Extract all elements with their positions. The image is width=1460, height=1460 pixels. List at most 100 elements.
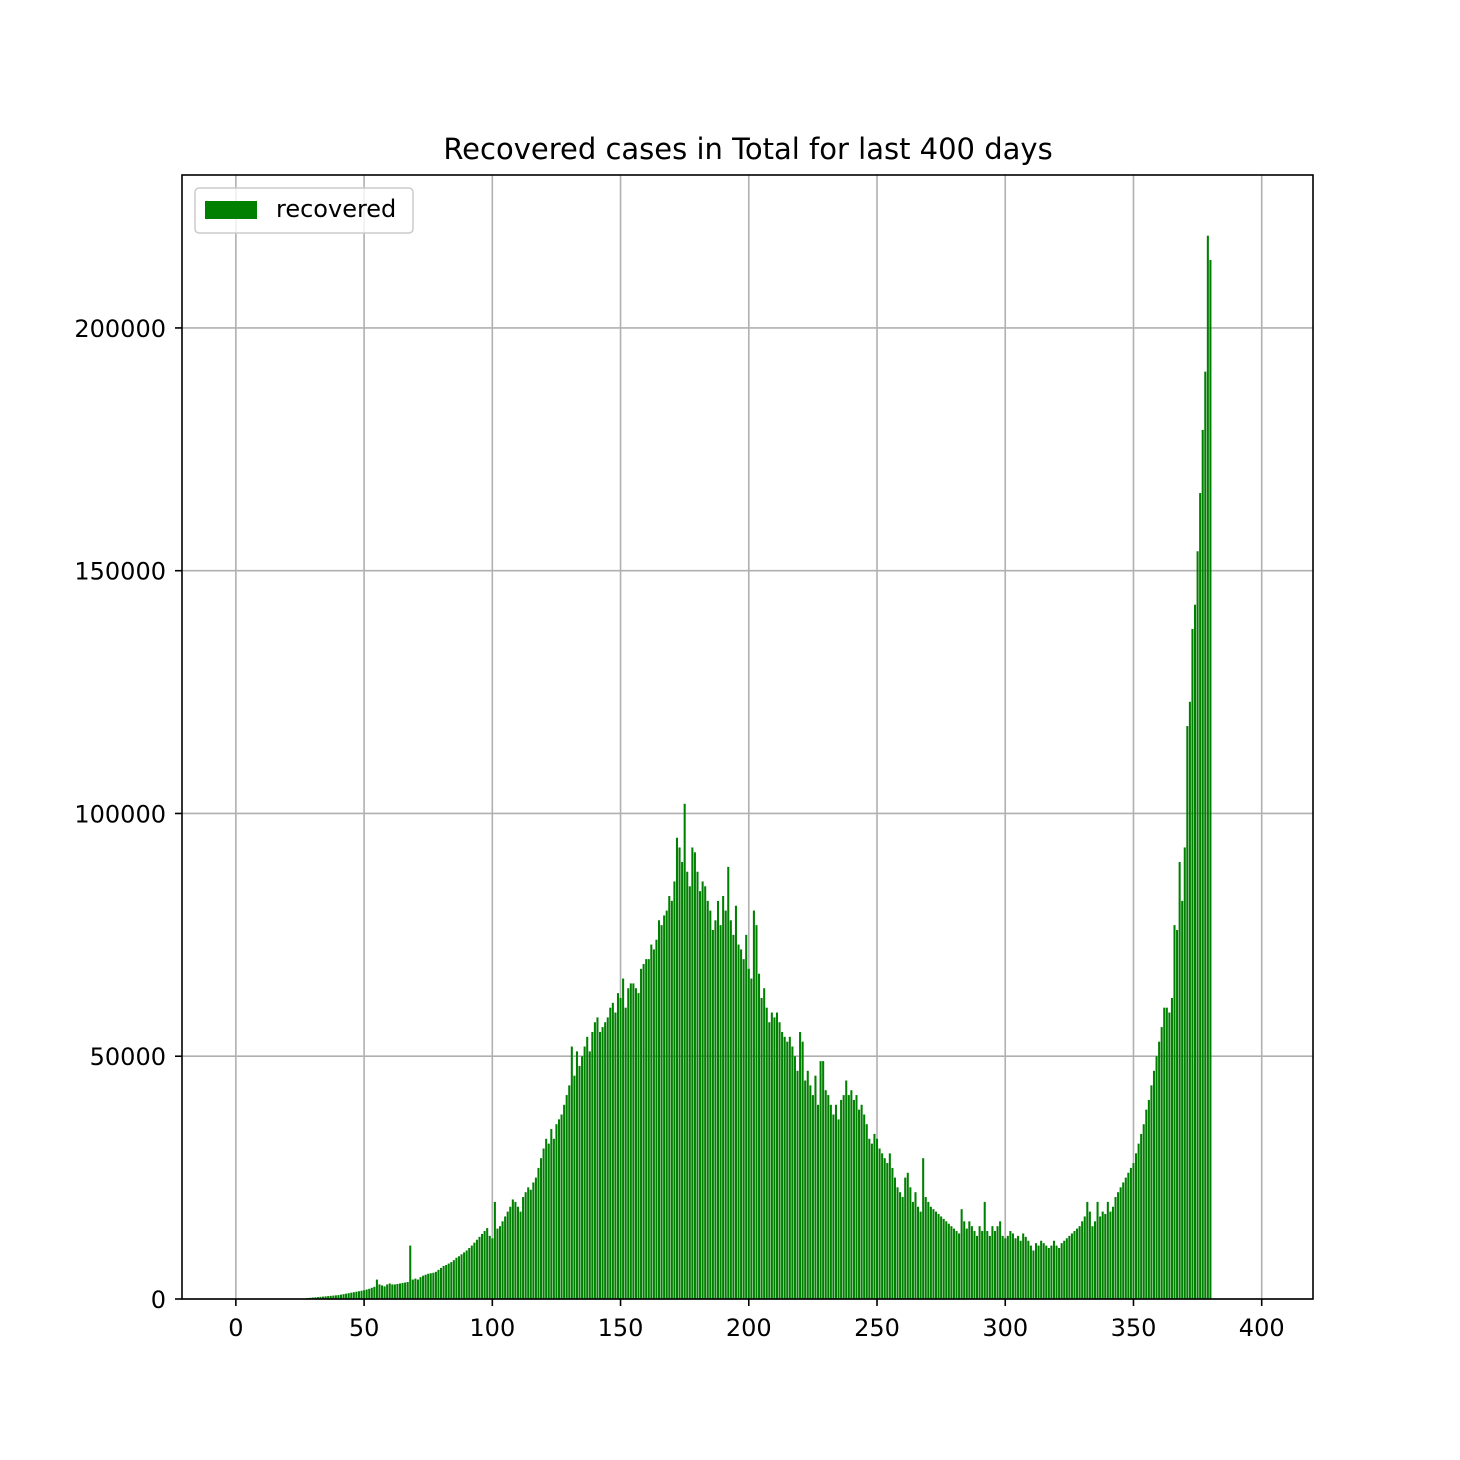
bar	[947, 1223, 950, 1299]
bar	[832, 1114, 835, 1299]
bar	[1014, 1238, 1017, 1299]
legend-label: recovered	[276, 195, 396, 223]
bar	[742, 959, 745, 1299]
bar	[511, 1199, 514, 1299]
bar	[429, 1273, 432, 1299]
bar	[734, 905, 737, 1299]
bar	[383, 1286, 386, 1299]
bar	[1093, 1221, 1097, 1299]
bar	[775, 1012, 779, 1299]
bar	[1160, 1027, 1163, 1299]
bar	[806, 1070, 809, 1299]
bar	[955, 1231, 958, 1299]
bar	[406, 1282, 409, 1299]
bar	[870, 1143, 873, 1299]
bar	[386, 1284, 389, 1299]
bar	[796, 1070, 799, 1299]
bar	[529, 1189, 532, 1299]
bar	[819, 1061, 822, 1299]
x-tick-label: 250	[854, 1314, 900, 1342]
bar	[1122, 1182, 1125, 1299]
bar	[670, 900, 673, 1299]
bar	[1191, 628, 1194, 1299]
bar	[578, 1065, 581, 1299]
bar	[1176, 929, 1179, 1299]
bar	[747, 968, 750, 1299]
bar	[950, 1226, 953, 1299]
bar	[845, 1080, 848, 1299]
bar	[755, 925, 758, 1299]
bar	[773, 1017, 776, 1299]
bar	[917, 1206, 920, 1299]
bar	[1173, 925, 1176, 1299]
bar	[509, 1206, 512, 1299]
bar	[681, 862, 684, 1299]
bar	[814, 1075, 817, 1299]
bar	[1037, 1245, 1040, 1299]
bar	[388, 1283, 391, 1299]
bar	[709, 910, 712, 1299]
bar	[586, 1036, 589, 1299]
bar	[581, 1056, 584, 1299]
bar	[1065, 1238, 1068, 1299]
bar	[973, 1231, 976, 1299]
bar	[357, 1291, 360, 1299]
bar	[1078, 1226, 1081, 1299]
bar	[875, 1138, 879, 1299]
bar	[683, 803, 686, 1299]
bar	[934, 1211, 938, 1299]
bar	[696, 871, 699, 1299]
bar	[609, 1007, 612, 1299]
bar	[563, 1104, 566, 1299]
bar	[929, 1206, 932, 1299]
bar	[978, 1226, 981, 1299]
bar	[1083, 1216, 1086, 1299]
bar	[475, 1239, 478, 1299]
bar	[1201, 429, 1204, 1299]
bar	[483, 1231, 486, 1299]
bar	[1117, 1192, 1120, 1299]
bar	[409, 1245, 412, 1299]
bar	[568, 1085, 571, 1299]
bar	[901, 1197, 904, 1299]
bar	[1111, 1206, 1114, 1299]
bar	[488, 1235, 491, 1299]
bar	[1076, 1228, 1079, 1299]
bar	[391, 1284, 394, 1299]
bar	[1099, 1216, 1102, 1299]
bar	[540, 1158, 543, 1299]
bar	[637, 993, 640, 1299]
bar	[532, 1182, 535, 1299]
bar	[650, 944, 653, 1299]
bar	[463, 1252, 466, 1299]
bar	[506, 1211, 509, 1299]
bar	[432, 1272, 435, 1299]
bar	[422, 1275, 425, 1299]
bar	[904, 1177, 907, 1299]
bar	[750, 978, 753, 1299]
bar	[347, 1293, 350, 1299]
bar	[322, 1296, 325, 1299]
bar	[1070, 1233, 1073, 1299]
bar	[847, 1095, 850, 1299]
bar	[1168, 1012, 1171, 1299]
bar	[768, 1022, 771, 1299]
bar	[701, 881, 704, 1299]
bar	[714, 920, 717, 1299]
bar	[404, 1282, 407, 1299]
bar	[1209, 259, 1212, 1300]
bar	[834, 1104, 838, 1299]
bar	[1088, 1211, 1091, 1299]
bar	[332, 1295, 335, 1299]
chart-title: Recovered cases in Total for last 400 da…	[443, 132, 1052, 166]
bar	[886, 1163, 889, 1299]
bar	[498, 1226, 502, 1299]
bar	[1032, 1250, 1035, 1299]
bar	[729, 920, 732, 1299]
y-tick-label: 200000	[74, 315, 166, 343]
bar	[1150, 1085, 1153, 1299]
bar	[457, 1256, 461, 1299]
bar	[319, 1296, 322, 1299]
x-tick-label: 200	[726, 1314, 772, 1342]
bar	[1124, 1177, 1127, 1299]
